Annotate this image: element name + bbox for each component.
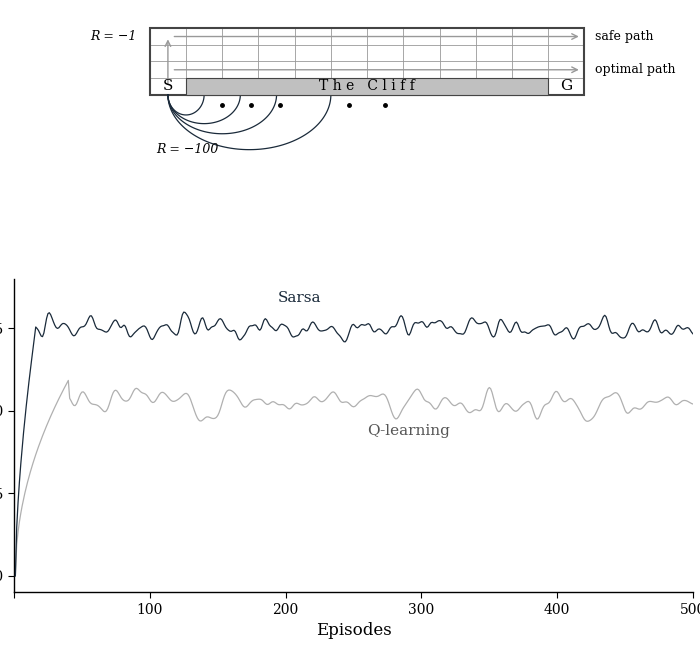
Text: Sarsa: Sarsa (277, 292, 321, 305)
Text: G: G (560, 79, 573, 93)
Bar (150, 28, 584, 94)
Text: Q-learning: Q-learning (367, 424, 450, 438)
Text: R = −1: R = −1 (90, 30, 136, 43)
Text: S: S (162, 79, 173, 93)
Text: T h e   C l i f f: T h e C l i f f (319, 79, 415, 93)
X-axis label: Episodes: Episodes (316, 622, 391, 639)
Bar (186, 78, 548, 94)
Text: safe path: safe path (594, 30, 653, 43)
Text: optimal path: optimal path (594, 63, 675, 76)
Text: R = −100: R = −100 (157, 143, 219, 156)
